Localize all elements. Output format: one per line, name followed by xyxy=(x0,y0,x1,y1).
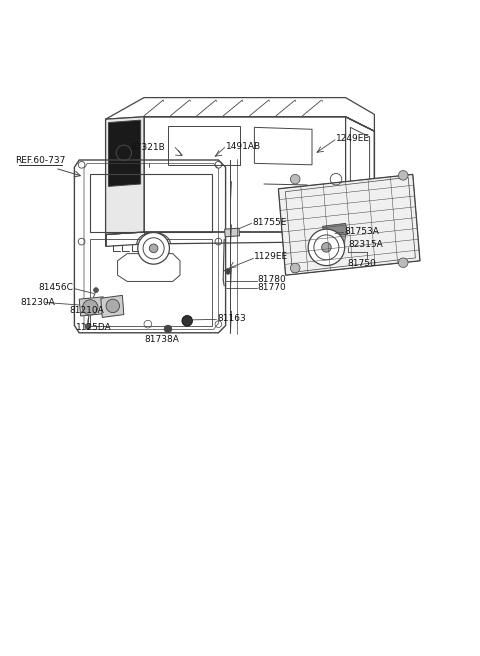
Circle shape xyxy=(308,229,345,266)
Text: 81750: 81750 xyxy=(347,259,376,268)
Text: 81780: 81780 xyxy=(258,276,287,285)
Text: 81210A: 81210A xyxy=(70,306,104,315)
Circle shape xyxy=(138,232,169,264)
Text: 81230A: 81230A xyxy=(20,298,55,306)
Circle shape xyxy=(182,316,192,326)
Text: 1125DA: 1125DA xyxy=(76,323,111,332)
Circle shape xyxy=(225,268,231,274)
Text: 81755E: 81755E xyxy=(252,218,287,227)
Text: REF.60-737: REF.60-737 xyxy=(16,156,66,165)
Text: 87321B: 87321B xyxy=(131,142,166,152)
Text: 1491AB: 1491AB xyxy=(226,142,261,151)
Polygon shape xyxy=(323,223,348,237)
Text: 81163: 81163 xyxy=(217,314,246,323)
Polygon shape xyxy=(225,228,240,237)
Text: 81753A: 81753A xyxy=(345,228,380,237)
Text: 1249EE: 1249EE xyxy=(336,134,370,143)
Circle shape xyxy=(106,299,120,313)
Polygon shape xyxy=(278,174,420,276)
Circle shape xyxy=(290,263,300,273)
Text: 82315A: 82315A xyxy=(348,241,383,249)
Text: 81770: 81770 xyxy=(258,283,287,292)
Circle shape xyxy=(85,323,91,329)
Polygon shape xyxy=(322,234,346,247)
Circle shape xyxy=(322,243,331,252)
Text: 81456C: 81456C xyxy=(38,283,73,292)
Text: 81738A: 81738A xyxy=(145,335,180,344)
Polygon shape xyxy=(101,295,124,318)
Circle shape xyxy=(94,288,98,293)
Polygon shape xyxy=(108,120,141,186)
Polygon shape xyxy=(106,117,144,234)
Circle shape xyxy=(398,258,408,268)
Circle shape xyxy=(149,244,158,253)
Polygon shape xyxy=(79,297,105,316)
Circle shape xyxy=(398,171,408,180)
Circle shape xyxy=(290,174,300,184)
Circle shape xyxy=(83,300,98,315)
Text: 1129EE: 1129EE xyxy=(254,253,288,262)
Circle shape xyxy=(164,325,172,333)
